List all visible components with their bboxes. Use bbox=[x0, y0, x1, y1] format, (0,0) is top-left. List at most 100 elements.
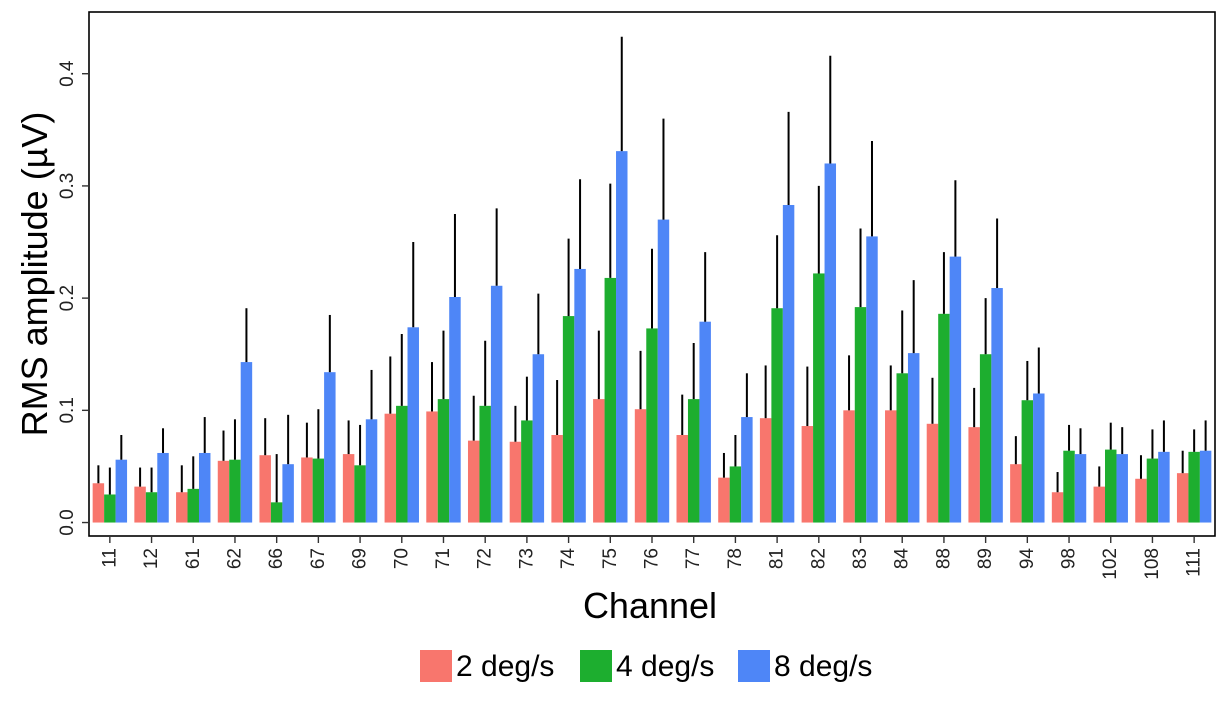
bar-102-s2 bbox=[1105, 449, 1117, 523]
legend-label-s2: 4 deg/s bbox=[616, 650, 714, 683]
bar-82-s3 bbox=[824, 163, 837, 523]
x-tick-label: 81 bbox=[767, 548, 788, 569]
x-tick-label: 77 bbox=[683, 548, 704, 569]
bar-102-s3 bbox=[1116, 454, 1128, 523]
bar-75-s3 bbox=[616, 151, 628, 523]
x-tick-label: 76 bbox=[642, 548, 663, 569]
x-tick-label: 89 bbox=[975, 548, 996, 569]
legend-key-s2 bbox=[580, 650, 612, 682]
bar-102-s1 bbox=[1093, 486, 1106, 523]
x-tick-label: 88 bbox=[933, 548, 954, 569]
bar-76-s3 bbox=[657, 219, 670, 523]
bar-71-s1 bbox=[426, 411, 438, 523]
bars-layer bbox=[92, 151, 1212, 523]
bar-108-s1 bbox=[1135, 478, 1147, 523]
x-tick-label: 73 bbox=[516, 548, 537, 569]
bar-73-s2 bbox=[521, 420, 533, 523]
bar-62-s3 bbox=[240, 362, 253, 523]
x-tick-label: 69 bbox=[350, 548, 371, 569]
x-tick-label: 78 bbox=[725, 548, 746, 569]
x-axis-title: Channel bbox=[583, 585, 717, 626]
bar-88-s1 bbox=[926, 423, 939, 523]
x-tick-label: 12 bbox=[141, 548, 162, 569]
bar-62-s1 bbox=[217, 460, 230, 523]
bar-78-s2 bbox=[729, 466, 742, 523]
bar-61-s3 bbox=[198, 452, 211, 523]
bar-94-s1 bbox=[1010, 464, 1022, 523]
bar-12-s2 bbox=[145, 492, 158, 523]
bar-77-s1 bbox=[676, 435, 688, 523]
legend-label-s3: 8 deg/s bbox=[774, 650, 872, 683]
x-tick-label: 83 bbox=[850, 548, 871, 569]
bar-70-s3 bbox=[407, 327, 419, 523]
x-tick-label: 75 bbox=[600, 548, 621, 569]
bar-94-s2 bbox=[1021, 400, 1034, 523]
bar-71-s2 bbox=[437, 399, 450, 523]
bar-98-s3 bbox=[1074, 454, 1087, 523]
bar-84-s2 bbox=[896, 373, 908, 523]
x-tick-label: 98 bbox=[1059, 548, 1080, 569]
legend: 2 deg/s 4 deg/s 8 deg/s bbox=[420, 650, 872, 683]
bar-66-s3 bbox=[282, 464, 294, 523]
legend-key-s1 bbox=[420, 650, 452, 682]
x-tick-label: 102 bbox=[1100, 548, 1121, 580]
bar-74-s1 bbox=[551, 435, 563, 523]
bar-71-s3 bbox=[449, 297, 461, 523]
bar-108-s3 bbox=[1158, 451, 1170, 523]
bar-72-s3 bbox=[490, 285, 503, 523]
x-tick-label: 108 bbox=[1142, 548, 1163, 580]
y-axis-title: RMS amplitude (µV) bbox=[14, 112, 55, 437]
bar-73-s1 bbox=[509, 441, 522, 523]
bar-88-s2 bbox=[938, 313, 950, 523]
bar-83-s2 bbox=[854, 307, 867, 523]
bar-78-s3 bbox=[741, 417, 753, 523]
bar-67-s1 bbox=[301, 457, 313, 523]
x-tick-label: 70 bbox=[391, 548, 412, 569]
bar-12-s3 bbox=[157, 452, 169, 523]
bar-83-s1 bbox=[843, 410, 855, 523]
y-tick-label: 0.4 bbox=[57, 60, 78, 87]
legend-key-s3 bbox=[738, 650, 770, 682]
bar-83-s3 bbox=[866, 236, 878, 523]
bar-98-s2 bbox=[1063, 450, 1075, 523]
x-tick-label: 66 bbox=[266, 548, 287, 569]
bar-61-s2 bbox=[187, 488, 199, 523]
bar-11-s3 bbox=[115, 459, 128, 523]
bar-70-s1 bbox=[384, 413, 397, 523]
bar-82-s2 bbox=[813, 273, 825, 523]
x-tick-label: 82 bbox=[808, 548, 829, 569]
x-tick-label: 71 bbox=[433, 548, 454, 569]
bar-11-s1 bbox=[92, 483, 105, 523]
bar-75-s2 bbox=[604, 277, 617, 523]
bar-73-s3 bbox=[532, 354, 545, 523]
x-tick-label: 67 bbox=[308, 548, 329, 569]
y-tick-label: 0.3 bbox=[57, 173, 78, 199]
bar-66-s1 bbox=[259, 455, 271, 523]
bar-89-s3 bbox=[991, 288, 1003, 523]
bar-69-s3 bbox=[365, 419, 378, 523]
bar-69-s1 bbox=[342, 454, 355, 523]
y-axis: 0.0 0.1 0.2 0.3 0.4 bbox=[57, 60, 89, 536]
bar-67-s2 bbox=[312, 458, 325, 523]
bar-94-s3 bbox=[1033, 393, 1045, 523]
bar-62-s2 bbox=[229, 459, 241, 523]
y-tick-label: 0.1 bbox=[57, 397, 78, 423]
bar-111-s2 bbox=[1188, 451, 1200, 523]
x-tick-label: 62 bbox=[224, 548, 245, 569]
bar-75-s1 bbox=[593, 399, 605, 523]
bar-12-s1 bbox=[134, 486, 146, 523]
x-tick-label: 94 bbox=[1017, 548, 1038, 570]
bar-69-s2 bbox=[354, 465, 366, 523]
bar-61-s1 bbox=[176, 492, 188, 523]
bar-70-s2 bbox=[396, 405, 408, 523]
bar-72-s1 bbox=[467, 440, 480, 523]
x-tick-label: 74 bbox=[558, 548, 579, 570]
x-axis: 11 12 61 62 66 67 69 70 71 72 73 74 75 76 77 78 81 82 83 84… bbox=[99, 536, 1205, 580]
bar-72-s2 bbox=[479, 405, 491, 523]
bar-76-s2 bbox=[646, 328, 658, 523]
bar-77-s2 bbox=[687, 399, 700, 523]
legend-label-s1: 2 deg/s bbox=[456, 650, 554, 683]
bar-66-s2 bbox=[270, 502, 283, 523]
bar-11-s2 bbox=[104, 494, 116, 523]
